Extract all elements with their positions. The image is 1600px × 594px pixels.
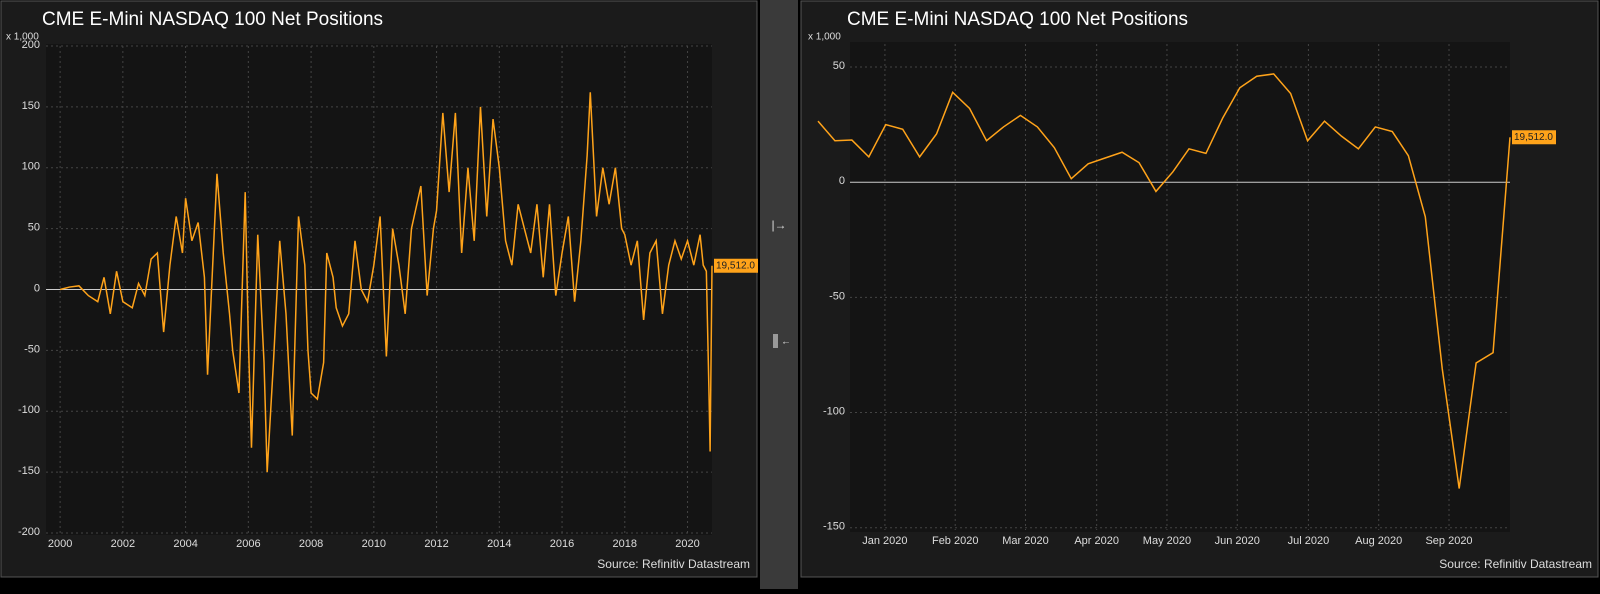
x-tick-label: 2020 [675, 538, 699, 550]
chart-title: CME E-Mini NASDAQ 100 Net Positions [42, 9, 383, 30]
y-tick-label: -100 [823, 405, 845, 417]
splitter[interactable] [760, 0, 798, 589]
x-tick-label: 2002 [111, 538, 135, 550]
plot-area [850, 42, 1510, 532]
series-line [59, 92, 713, 473]
end-label-box [714, 258, 758, 273]
y-tick-label: -150 [823, 521, 845, 533]
y-tick-label: 0 [839, 175, 845, 187]
x-tick-label: 2006 [236, 538, 260, 550]
x-tick-label: 2004 [173, 538, 197, 550]
y-tick-label: 50 [833, 60, 845, 72]
y-tick-label: -200 [18, 526, 40, 538]
y-tick-label: 100 [22, 161, 40, 173]
x-tick-label: Jun 2020 [1215, 535, 1260, 547]
x-tick-label: 2008 [299, 538, 323, 550]
x-tick-label: 2014 [487, 538, 511, 550]
y-tick-label: 200 [22, 39, 40, 51]
end-label-box [1512, 130, 1556, 145]
expand-icon[interactable]: |→ [771, 218, 786, 232]
y-tick-label: 50 [28, 222, 40, 234]
y-tick-label: 0 [34, 282, 40, 294]
x-tick-label: Jul 2020 [1288, 535, 1330, 547]
x-tick-label: 2016 [550, 538, 574, 550]
collapse-icon[interactable] [773, 334, 778, 348]
y-unit-label: x 1,000 [6, 32, 39, 43]
x-tick-label: Aug 2020 [1355, 535, 1402, 547]
y-tick-label: 150 [22, 100, 40, 112]
x-tick-label: Mar 2020 [1002, 535, 1048, 547]
series-line [817, 73, 1511, 489]
source: Source: Refinitiv Datastream [1439, 557, 1592, 571]
x-tick-label: May 2020 [1143, 535, 1191, 547]
x-tick-label: 2000 [48, 538, 72, 550]
x-tick-label: 2012 [424, 538, 448, 550]
y-tick-label: -100 [18, 404, 40, 416]
y-tick-label: -50 [24, 343, 40, 355]
collapse-arrow[interactable]: ← [781, 337, 791, 348]
x-tick-label: 2010 [362, 538, 386, 550]
x-tick-label: Sep 2020 [1425, 535, 1472, 547]
x-tick-label: Feb 2020 [932, 535, 978, 547]
source: Source: Refinitiv Datastream [597, 557, 750, 571]
y-unit-label: x 1,000 [808, 32, 841, 43]
end-label: 19,512.0 [716, 260, 755, 271]
y-tick-label: -150 [18, 465, 40, 477]
x-tick-label: 2018 [613, 538, 637, 550]
x-tick-label: Jan 2020 [862, 535, 907, 547]
x-tick-label: Apr 2020 [1074, 535, 1119, 547]
y-tick-label: -50 [829, 290, 845, 302]
chart-title: CME E-Mini NASDAQ 100 Net Positions [847, 9, 1188, 30]
end-label: 19,512.0 [1514, 132, 1553, 143]
